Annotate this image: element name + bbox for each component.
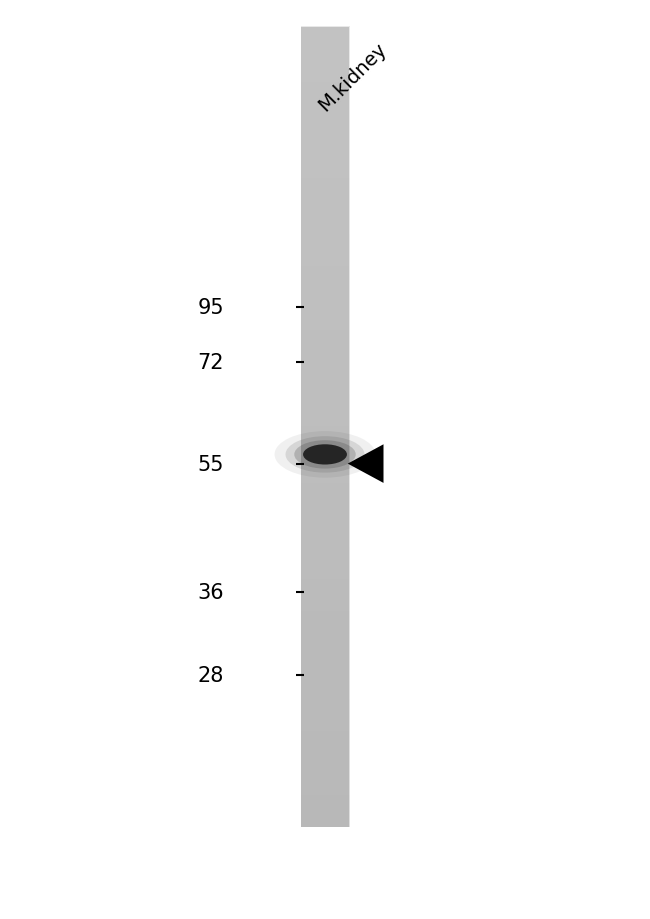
Polygon shape (348, 445, 383, 483)
Text: M.kidney: M.kidney (315, 40, 391, 115)
Ellipse shape (294, 441, 356, 469)
Text: 55: 55 (198, 454, 224, 474)
Text: 36: 36 (198, 583, 224, 603)
Ellipse shape (285, 437, 365, 473)
Ellipse shape (274, 432, 376, 478)
Text: 72: 72 (198, 353, 224, 373)
Ellipse shape (303, 445, 347, 465)
Text: 28: 28 (198, 665, 224, 686)
Bar (300, 28, 350, 827)
Text: 95: 95 (198, 298, 224, 318)
